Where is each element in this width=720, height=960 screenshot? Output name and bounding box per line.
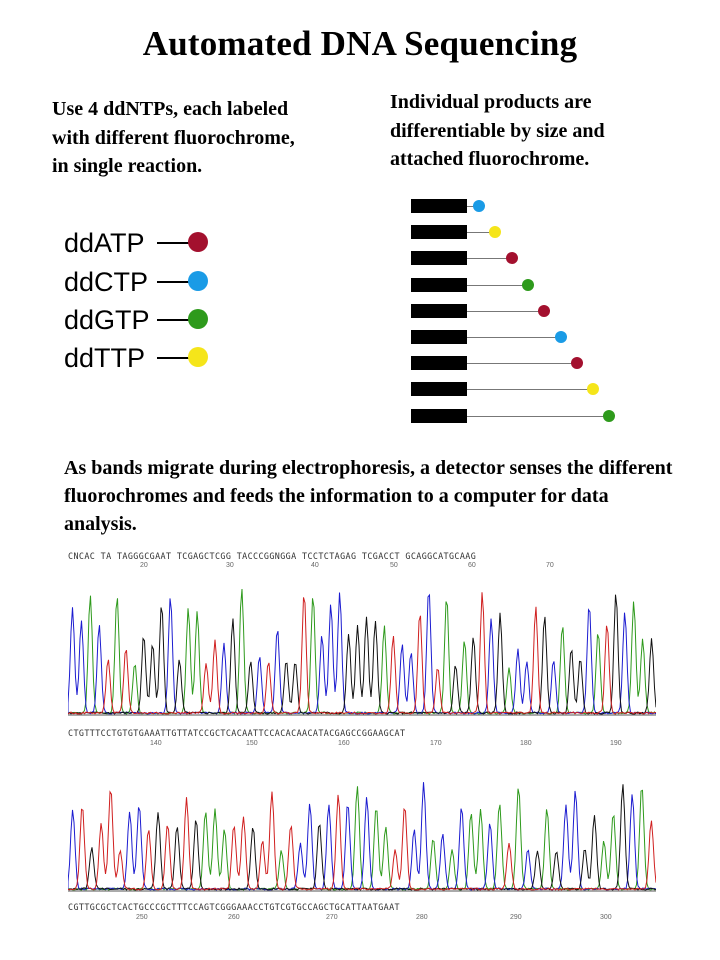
tick-label: 140 [150,740,162,747]
fluorochrome-dot-icon [521,278,534,291]
position-ticks: 140 150 160 170 180 190 [68,740,656,750]
ddntp-description: Use 4 ddNTPs, each labeled with differen… [52,98,295,177]
band-connector [467,284,524,286]
gel-band [411,225,467,240]
band-connector [467,337,557,338]
gel-band [411,303,467,318]
legend-label: ddATP [64,228,145,258]
band-connector [467,310,541,312]
band-connector [467,258,508,260]
tick-label: 30 [226,562,234,569]
trace-line-G [68,594,656,715]
fluorochrome-dot-icon [188,309,208,329]
legend-connector [157,281,197,283]
gel-band [411,199,467,213]
position-ticks: 250 260 270 280 290 300 [68,914,656,924]
legend-row-ddgtp: ddGTP [64,302,224,338]
chromatogram-header-2: CTGTTTCCTGTGTGAAATTGTTATCCGCTCACAATTCCAC… [68,724,656,754]
tick-label: 280 [416,914,428,921]
band-connector [467,389,590,391]
tick-label: 70 [546,562,554,569]
tick-label: 270 [326,914,338,921]
tick-label: 260 [228,914,240,921]
tick-label: 150 [246,740,258,747]
chromatogram-trace-2 [68,770,656,898]
fluorochrome-dot-icon [554,331,567,343]
legend-label: ddGTP [64,305,150,335]
base-call-sequence: CTGTTTCCTGTGTGAAATTGTTATCCGCTCACAATTCCAC… [68,728,406,738]
fluorochrome-dot-icon [188,347,208,367]
fluorochrome-dot-icon [603,409,616,422]
legend-connector [157,242,197,244]
trace-line-T [68,592,656,715]
tick-label: 180 [520,740,532,747]
fluorochrome-dot-icon [505,252,518,265]
gel-band [411,277,467,292]
base-call-sequence: CGTTGCGCTCACTGCCCGCTTTCCAGTCGGGAAACCTGTC… [68,902,400,912]
fluorochrome-dot-icon [489,226,502,239]
gel-band [411,251,467,266]
base-call-sequence: CNCAC TA TAGGGCGAAT TCGAGCTCGG TACCCGGNG… [68,551,477,561]
fluorochrome-dot-icon [587,383,600,396]
fragment-ladder [408,193,638,433]
products-description: Individual products are differentiable b… [390,91,605,170]
legend-row-ddatp: ddATP [64,225,224,261]
position-ticks: 20 30 40 50 60 70 [68,562,656,572]
legend-connector [157,319,197,321]
trace-line-T [68,790,656,891]
tick-label: 250 [136,914,148,921]
band-connector [467,206,475,207]
trace-plot [68,782,656,892]
tick-label: 50 [390,562,398,569]
tick-label: 170 [430,740,442,747]
tick-label: 60 [468,562,476,569]
band-connector [467,232,492,234]
legend-row-ddttp: ddTTP [64,340,224,376]
band-connector [467,363,573,365]
chromatogram-footer-2: CGTTGCGCTCACTGCCCGCTTTCCAGTCGGGAAACCTGTC… [68,900,656,930]
gel-band [411,330,467,344]
trace-plot [68,588,656,716]
tick-label: 40 [311,562,319,569]
tick-label: 160 [338,740,350,747]
legend-label: ddTTP [64,343,146,373]
fluorochrome-dot-icon [473,200,485,212]
tick-label: 190 [610,740,622,747]
gel-band [411,356,467,371]
fluorochrome-dot-icon [570,357,583,370]
legend-label: ddCTP [64,267,149,297]
electrophoresis-description: As bands migrate during electrophoresis,… [64,457,673,535]
trace-line-C [68,592,656,715]
fluorochrome-dot-icon [538,304,551,317]
fluorochrome-dot-icon [188,232,208,252]
tick-label: 300 [600,914,612,921]
band-connector [467,415,606,417]
legend-connector [157,357,197,359]
chromatogram-trace-1 [68,574,656,722]
gel-band [411,382,467,397]
tick-label: 290 [510,914,522,921]
gel-band [411,408,467,423]
legend-row-ddctp: ddCTP [64,264,224,300]
chromatogram-header-1: CNCAC TA TAGGGCGAAT TCGAGCTCGG TACCCGGNG… [68,548,656,574]
fluorochrome-dot-icon [188,271,208,291]
page-title: Automated DNA Sequencing [142,24,578,63]
tick-label: 20 [140,562,148,569]
